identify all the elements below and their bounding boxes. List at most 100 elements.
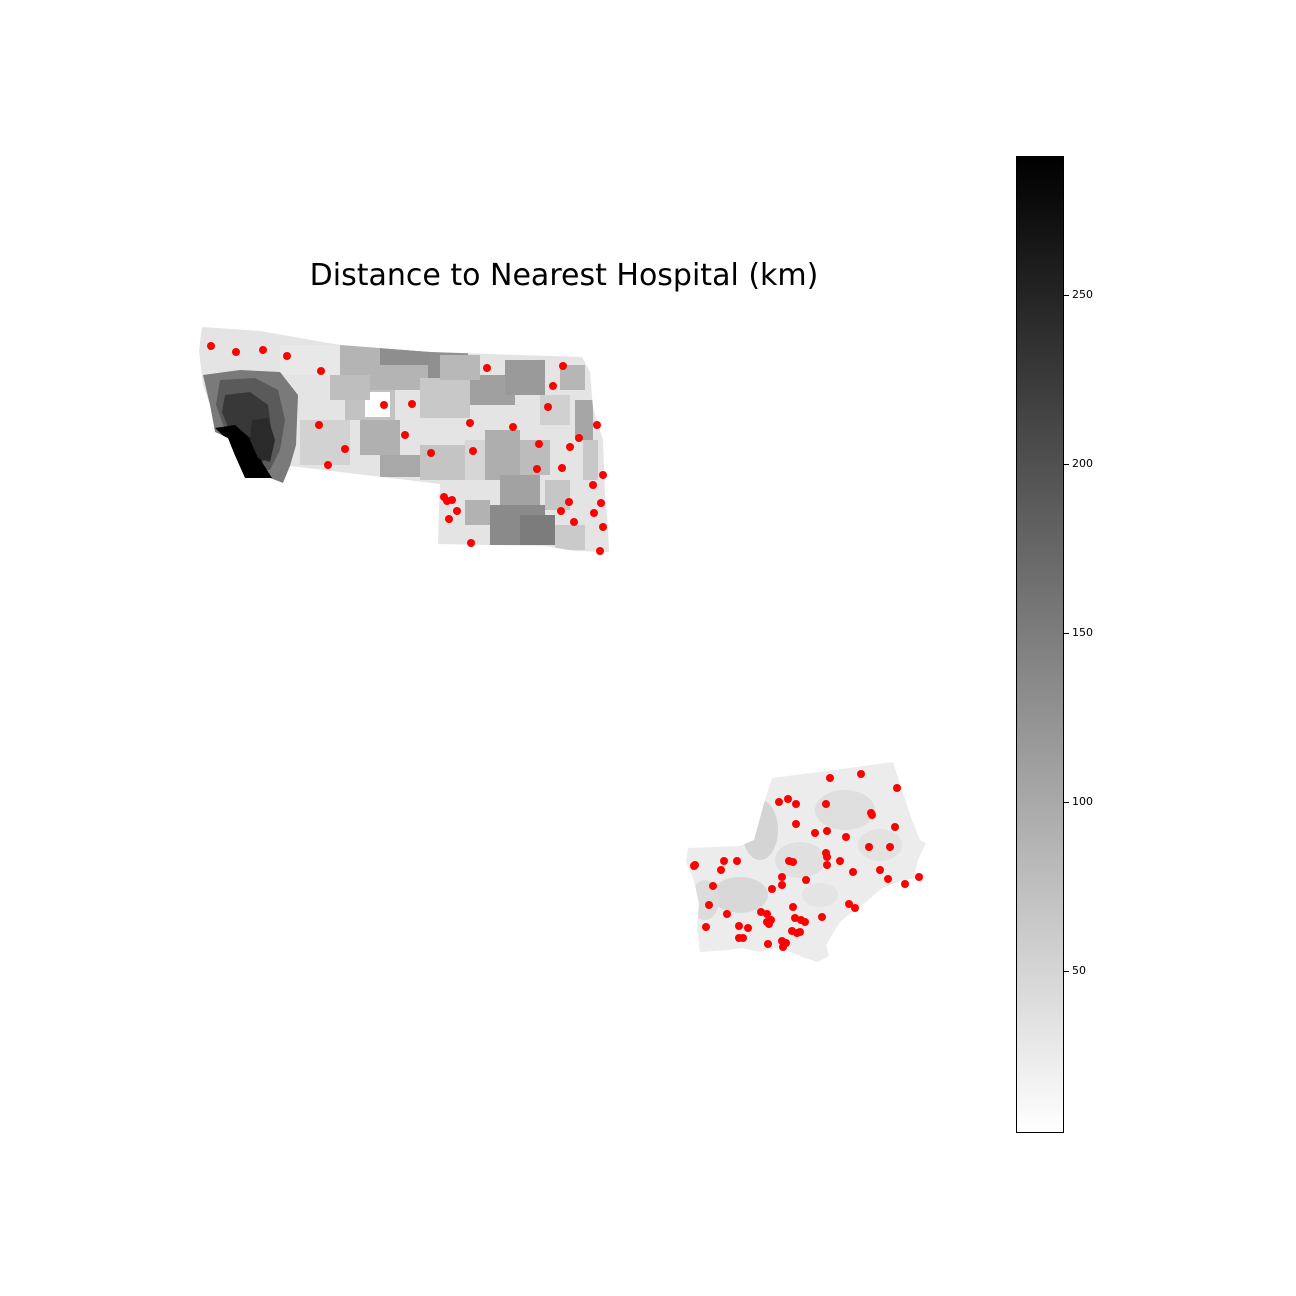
hospital-marker (570, 518, 578, 526)
hospital-marker (822, 800, 830, 808)
hospital-marker (723, 910, 731, 918)
hospital-marker (826, 774, 834, 782)
hospital-marker (443, 497, 451, 505)
hospital-marker (849, 868, 857, 876)
hospital-marker (802, 876, 810, 884)
hospital-marker (599, 471, 607, 479)
hospital-marker (915, 873, 923, 881)
hospital-marker (733, 857, 741, 865)
hospital-marker (735, 922, 743, 930)
hospital-marker (427, 449, 435, 457)
northern-region (199, 327, 609, 552)
hospital-marker (717, 866, 725, 874)
hospital-marker (453, 507, 461, 515)
hospital-marker (566, 443, 574, 451)
hospital-marker (765, 920, 773, 928)
hospital-marker (467, 539, 475, 547)
hospital-marker (720, 857, 728, 865)
hospital-marker (796, 928, 804, 936)
hospital-marker (445, 515, 453, 523)
hospital-marker (775, 798, 783, 806)
hospital-marker (865, 843, 873, 851)
hospital-marker (559, 362, 567, 370)
hospital-marker (207, 342, 215, 350)
hospital-marker (823, 853, 831, 861)
hospital-marker (868, 811, 876, 819)
hospital-marker (597, 499, 605, 507)
hospital-marker (575, 434, 583, 442)
hospital-marker (535, 440, 543, 448)
hospital-marker (891, 823, 899, 831)
hospital-marker (792, 800, 800, 808)
hospital-markers (207, 342, 923, 951)
hospital-marker (901, 880, 909, 888)
hospital-marker (857, 770, 865, 778)
hospital-marker (836, 857, 844, 865)
hospital-marker (533, 465, 541, 473)
colorbar-tick-label: 250 (1072, 288, 1093, 301)
hospital-marker (811, 829, 819, 837)
colorbar-tick-label: 100 (1072, 795, 1093, 808)
hospital-marker (739, 934, 747, 942)
colorbar-tick-mark (1064, 633, 1069, 634)
hospital-marker (884, 875, 892, 883)
hospital-marker (599, 523, 607, 531)
hospital-marker (690, 862, 698, 870)
southern-county-shading (691, 790, 902, 920)
hospital-marker (557, 507, 565, 515)
hospital-marker (509, 423, 517, 431)
colorbar-tick-label: 50 (1072, 964, 1086, 977)
hospital-marker (702, 923, 710, 931)
hospital-marker (483, 364, 491, 372)
colorbar-tick-mark (1064, 295, 1069, 296)
hospital-marker (823, 861, 831, 869)
colorbar (1016, 156, 1064, 1133)
map-title: Distance to Nearest Hospital (km) (309, 258, 819, 293)
colorbar-tick-label: 150 (1072, 626, 1093, 639)
hospital-marker (315, 421, 323, 429)
hospital-marker (764, 940, 772, 948)
hospital-marker (801, 918, 809, 926)
hospital-marker (709, 882, 717, 890)
hospital-marker (544, 403, 552, 411)
hospital-marker (778, 881, 786, 889)
hospital-marker (469, 447, 477, 455)
hospital-marker (744, 924, 752, 932)
hospital-marker (259, 346, 267, 354)
hospital-marker (886, 843, 894, 851)
hospital-marker (893, 784, 901, 792)
hospital-marker (789, 903, 797, 911)
hospital-marker (876, 866, 884, 874)
hospital-marker (380, 401, 388, 409)
hospital-marker (466, 419, 474, 427)
hospital-marker (283, 352, 291, 360)
hospital-marker (317, 367, 325, 375)
hospital-marker (324, 461, 332, 469)
colorbar-tick-mark (1064, 802, 1069, 803)
hospital-marker (593, 421, 601, 429)
hospital-marker (401, 431, 409, 439)
hospital-marker (792, 820, 800, 828)
hospital-marker (763, 910, 771, 918)
hospital-marker (408, 400, 416, 408)
hospital-marker (596, 547, 604, 555)
hospital-marker (851, 904, 859, 912)
hospital-marker (565, 498, 573, 506)
hospital-marker (589, 481, 597, 489)
hospital-marker (778, 873, 786, 881)
hospital-marker (818, 913, 826, 921)
southern-region (686, 762, 926, 962)
colorbar-tick-mark (1064, 464, 1069, 465)
hospital-marker (779, 943, 787, 951)
colorbar-tick-mark (1064, 971, 1069, 972)
hospital-marker (845, 900, 853, 908)
colorbar-tick-label: 200 (1072, 457, 1093, 470)
hospital-marker (768, 885, 776, 893)
hospital-marker (842, 833, 850, 841)
hospital-marker (232, 348, 240, 356)
hospital-marker (341, 445, 349, 453)
hospital-marker (549, 382, 557, 390)
hospital-marker (558, 464, 566, 472)
hospital-marker (789, 858, 797, 866)
